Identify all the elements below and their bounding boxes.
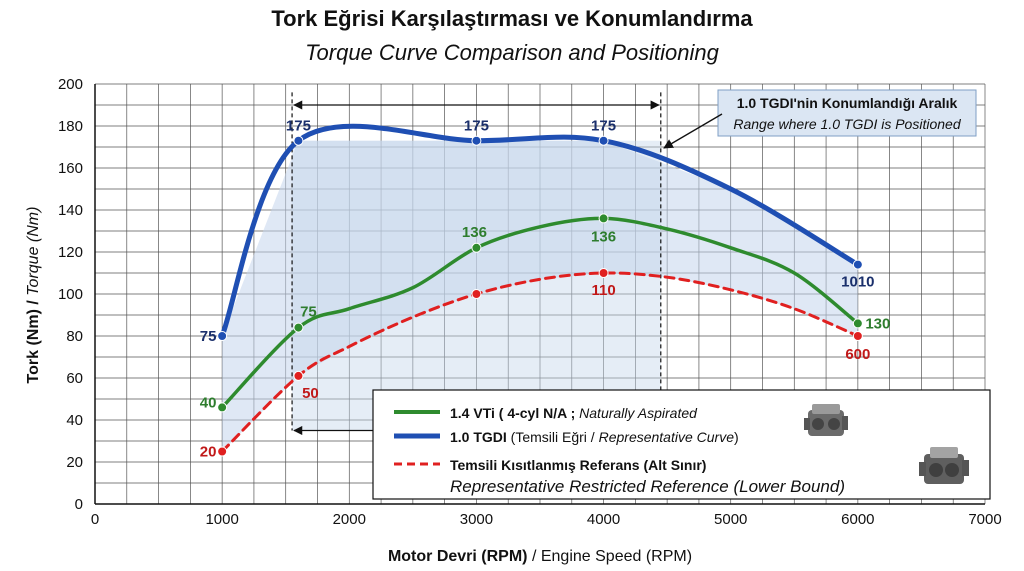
- engine-image-2: [919, 447, 969, 484]
- y-tick-label: 160: [58, 160, 83, 177]
- data-point-vti: [293, 322, 304, 333]
- data-point-ref: [293, 370, 304, 381]
- callout-line2: Range where 1.0 TGDI is Positioned: [733, 116, 961, 132]
- legend-tgdi-bold: 1.0 TGDI: [450, 429, 507, 445]
- callout-arrow: [663, 113, 723, 149]
- y-tick-label: 20: [66, 454, 83, 471]
- series-line-tgdi: [219, 123, 861, 339]
- legend-tgdi-regular: (Temsili Eğri /: [507, 429, 599, 445]
- legend: 1.4 VTi ( 4-cyl N/A ; Naturally Aspirate…: [372, 389, 991, 500]
- y-tick-label: 120: [58, 244, 83, 261]
- chart-title: Tork Eğrisi Karşılaştırması ve Konumland…: [271, 6, 753, 31]
- x-tick-label: 6000: [841, 511, 874, 528]
- legend-box: [372, 389, 991, 500]
- range-callout: 1.0 TGDI'nin Konumlandığı Aralık Range w…: [663, 89, 977, 149]
- data-point-ref: [852, 331, 863, 341]
- x-tick-label: 7000: [968, 511, 1001, 528]
- legend-tgdi-italic: Representative Curve: [599, 429, 735, 445]
- data-point-tgdi: [852, 259, 863, 270]
- series-line-vti: [220, 216, 860, 410]
- y-tick-label: 0: [75, 496, 83, 513]
- callout-line1: 1.0 TGDI'nin Konumlandığı Aralık: [737, 95, 958, 111]
- data-point-tgdi: [217, 331, 228, 341]
- data-point-ref: [217, 446, 228, 457]
- data-label-ref: 600: [845, 346, 870, 363]
- data-point-vti: [852, 318, 863, 329]
- legend-vti-italic: Naturally Aspirated: [579, 405, 698, 421]
- legend-label-ref-bold: Temsili Kısıtlanmış Referans (Alt Sınır): [450, 457, 706, 473]
- positioning-band: [222, 92, 858, 452]
- y-tick-label: 100: [58, 286, 83, 303]
- data-label-ref: 50: [302, 385, 319, 402]
- x-tick-label: 0: [91, 511, 99, 528]
- series-layer: 75 175 175 175 1010 40 75 136 136 130 20 50 110 600: [200, 118, 891, 461]
- data-label-vti: 136: [591, 228, 616, 245]
- data-point-tgdi: [293, 135, 304, 146]
- y-axis-title-italic: Torque (Nm): [25, 207, 42, 296]
- x-tick-label: 1000: [205, 511, 238, 528]
- positioning-range-fill: [292, 140, 661, 431]
- y-tick-label: 60: [66, 370, 83, 387]
- data-label-vti: 40: [200, 394, 217, 411]
- data-label-tgdi: 1010: [841, 274, 874, 291]
- legend-label-vti: 1.4 VTi ( 4-cyl N/A ; Naturally Aspirate…: [450, 405, 698, 421]
- engine-image-1: [804, 404, 848, 436]
- data-label-vti: 136: [462, 224, 487, 241]
- x-axis-title-rest: / Engine Speed (RPM): [528, 548, 693, 565]
- data-label-tgdi: 175: [591, 118, 616, 135]
- x-axis-title: Motor Devri (RPM) / Engine Speed (RPM): [388, 548, 692, 565]
- data-point-tgdi: [471, 135, 482, 146]
- legend-label-ref-italic: Representative Restricted Reference (Low…: [450, 477, 845, 496]
- data-point-ref: [471, 289, 482, 299]
- data-label-ref: 110: [591, 282, 615, 299]
- y-tick-label: 180: [58, 118, 83, 135]
- chart-subtitle: Torque Curve Comparison and Positioning: [305, 40, 719, 65]
- x-tick-label: 5000: [714, 511, 747, 528]
- data-point-vti: [471, 242, 482, 253]
- callout-box: [717, 89, 977, 137]
- data-label-tgdi: 75: [200, 328, 217, 345]
- x-tick-label: 4000: [587, 511, 620, 528]
- x-tick-label: 2000: [333, 511, 366, 528]
- y-tick-label: 140: [58, 202, 83, 219]
- data-label-tgdi: 175: [464, 118, 489, 135]
- data-label-ref: 20: [200, 444, 217, 461]
- torque-gap-area: [222, 140, 858, 452]
- y-axis-title-bold: Tork (Nm) /: [25, 296, 42, 384]
- y-tick-label: 80: [66, 328, 83, 345]
- legend-vti-bold: 1.4 VTi ( 4-cyl N/A ;: [450, 405, 579, 421]
- legend-tgdi-close: ): [734, 429, 739, 445]
- y-axis-title: Tork (Nm) / Torque (Nm): [25, 207, 42, 384]
- data-point-tgdi: [598, 135, 609, 146]
- y-tick-label: 40: [66, 412, 83, 429]
- x-axis-title-bold: Motor Devri (RPM): [388, 548, 528, 565]
- data-point-ref: [598, 268, 609, 278]
- data-point-vti: [217, 402, 228, 413]
- x-tick-label: 3000: [460, 511, 493, 528]
- axes: 0 1000 2000 3000 4000 5000 6000 7000 0 20 40 60 80 10…: [58, 76, 1002, 528]
- data-label-tgdi: 175: [286, 118, 311, 135]
- data-point-vti: [598, 213, 609, 224]
- legend-label-tgdi: 1.0 TGDI (Temsili Eğri / Representative …: [450, 429, 739, 445]
- series-line-reference: [220, 271, 860, 453]
- data-label-vti: 130: [865, 315, 890, 332]
- data-label-vti: 75: [300, 304, 317, 321]
- y-tick-label: 200: [58, 76, 83, 93]
